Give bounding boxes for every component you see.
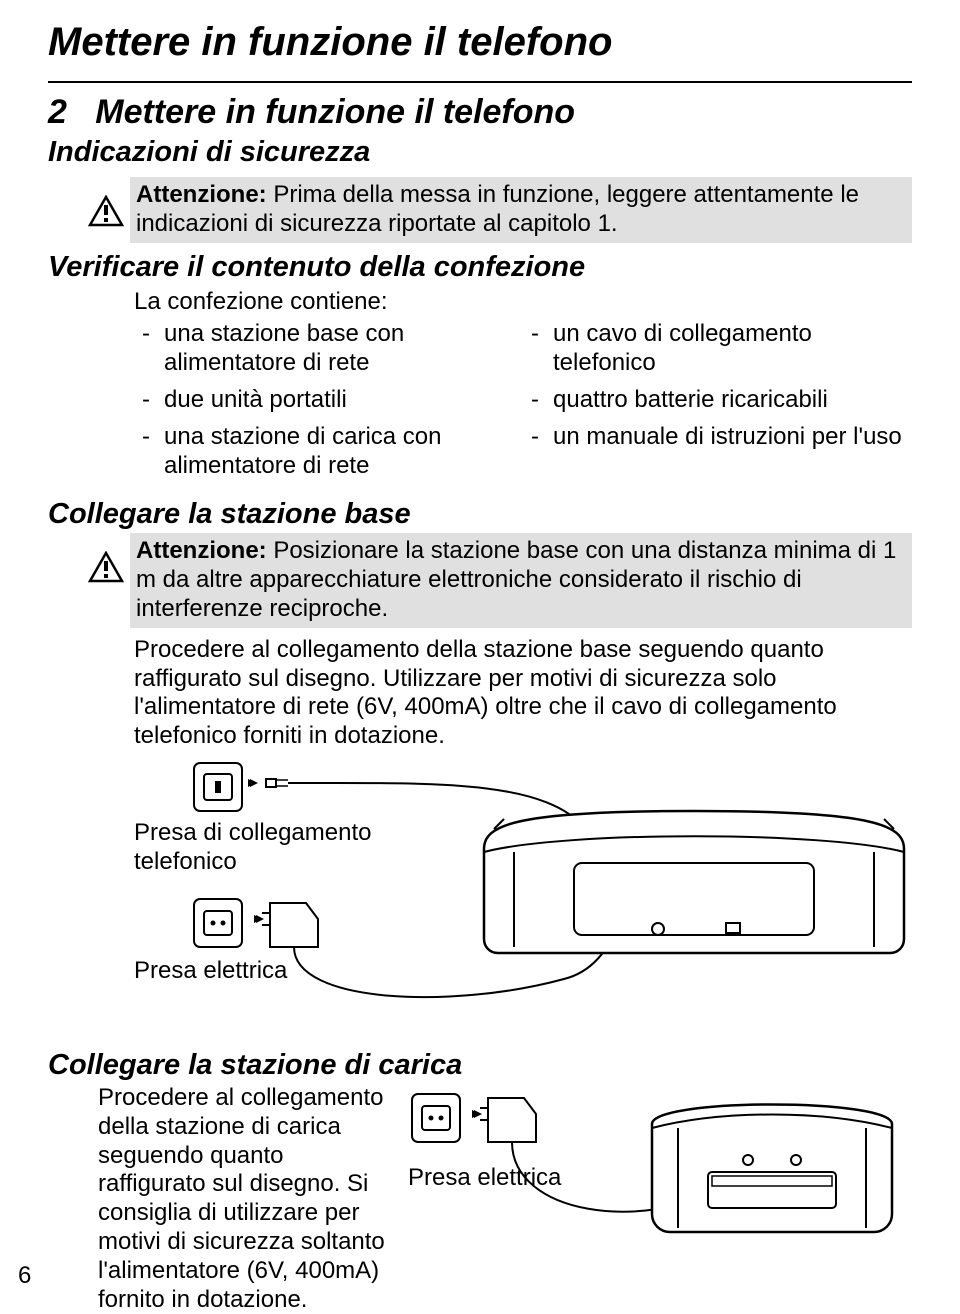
page-header: Mettere in funzione il telefono (48, 20, 912, 83)
mains-socket-label: Presa elettrica (134, 957, 287, 986)
warning-icon (88, 177, 130, 227)
charger-section: Procedere al collegamento della stazione… (98, 1084, 912, 1314)
connect-paragraph: Procedere al collegamento della stazione… (134, 636, 912, 751)
section-title: Mettere in funzione il telefono (95, 93, 575, 131)
page-number: 6 (18, 1262, 31, 1290)
warning-label: Attenzione: (136, 181, 267, 208)
subheading-safety: Indicazioni di sicurezza (48, 136, 912, 169)
section-heading: 2 Mettere in funzione il telefono (48, 93, 912, 132)
subheading-charger: Collegare la stazione di carica (48, 1049, 912, 1082)
contents-right: un cavo di collegamento telefonico quatt… (523, 320, 912, 451)
list-item: quattro batterie ricaricabili (523, 386, 912, 415)
contents-left: una stazione base con alimentatore di re… (134, 320, 523, 480)
warning-text-1: Attenzione: Prima della messa in funzion… (130, 177, 912, 243)
base-station-diagram: Presa di collegamento telefonico Presa e… (134, 759, 912, 1039)
section-number: 2 (48, 93, 67, 131)
warning-box-1: Attenzione: Prima della messa in funzion… (88, 177, 912, 243)
verify-intro: La confezione contiene: (134, 288, 912, 317)
list-item: due unità portatili (134, 386, 523, 415)
warning-box-2: Attenzione: Posizionare la stazione base… (88, 533, 912, 627)
subheading-connect: Collegare la stazione base (48, 498, 912, 531)
header-title: Mettere in funzione il telefono (48, 20, 912, 65)
list-item: un manuale di istruzioni per l'uso (523, 423, 912, 452)
contents-list: una stazione base con alimentatore di re… (134, 316, 912, 488)
warning-icon (88, 533, 130, 583)
warning-label: Attenzione: (136, 537, 267, 564)
charger-paragraph: Procedere al collegamento della stazione… (98, 1084, 392, 1314)
phone-socket-label: Presa di collegamento telefonico (134, 819, 374, 877)
warning-text-2: Attenzione: Posizionare la stazione base… (130, 533, 912, 627)
list-item: una stazione di carica con alimentatore … (134, 423, 523, 481)
charger-diagram: Presa elettrica (392, 1084, 912, 1314)
mains-socket-label-2: Presa elettrica (408, 1164, 561, 1193)
subheading-verify: Verificare il contenuto della confezione (48, 251, 912, 284)
list-item: un cavo di collegamento telefonico (523, 320, 912, 378)
list-item: una stazione base con alimentatore di re… (134, 320, 523, 378)
